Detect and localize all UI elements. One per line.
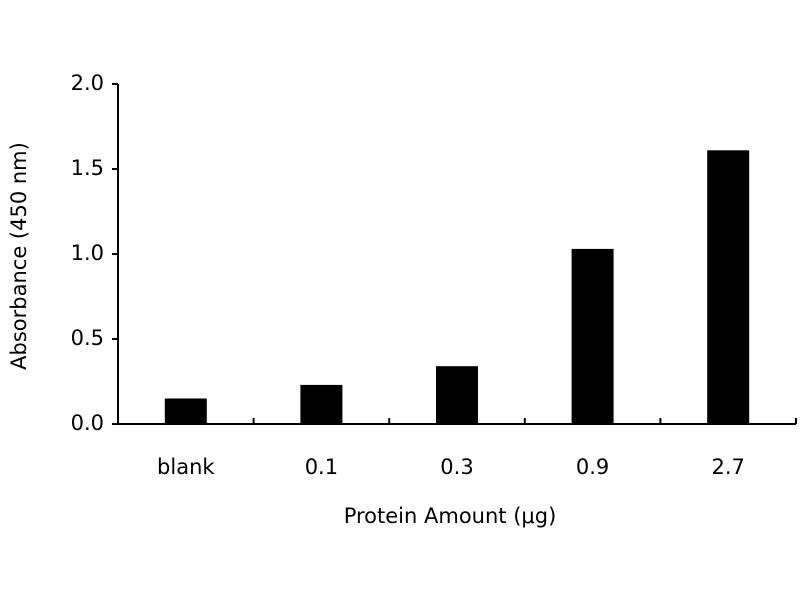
bar: [707, 150, 750, 425]
y-tick-label: 0.5: [71, 326, 104, 350]
x-tick-label: 0.1: [305, 455, 338, 479]
bar: [436, 366, 478, 424]
bar: [300, 384, 343, 424]
x-tick-label: 0.3: [440, 455, 473, 479]
bar: [571, 248, 614, 424]
bar: [164, 398, 207, 424]
y-tick-label: 0.0: [71, 411, 104, 435]
y-axis-label: Absorbance (450 nm): [7, 142, 31, 370]
y-tick-label: 1.0: [71, 241, 104, 265]
x-tick-label: 2.7: [711, 455, 744, 479]
x-axis-label: Protein Amount (μg): [344, 504, 557, 528]
y-tick-label: 2.0: [71, 71, 104, 95]
y-tick-label: 1.5: [71, 156, 104, 180]
x-tick-label: 0.9: [576, 455, 609, 479]
x-tick-label: blank: [157, 455, 215, 479]
